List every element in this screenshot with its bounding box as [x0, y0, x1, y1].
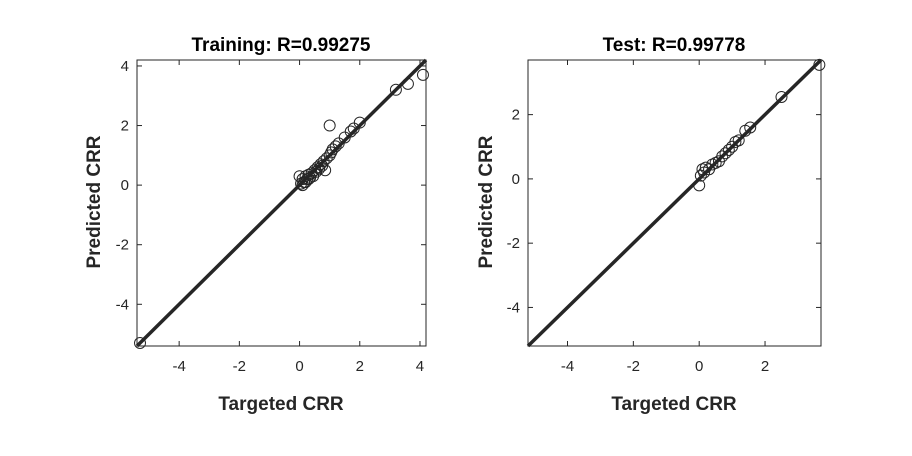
training-xtick-label-3: 2: [356, 358, 364, 375]
training-point-32: [353, 116, 366, 129]
training-title: Training: R=0.99275: [192, 35, 371, 56]
training-point-0: [134, 337, 147, 350]
test-ylabel: Predicted CRR: [476, 135, 497, 268]
test-plot: Test: R=0.99778 Targeted CRR Predicted C…: [476, 35, 826, 415]
training-ytick-label-1: -2: [116, 237, 129, 254]
test-xtick-label-3: 2: [761, 358, 769, 375]
test-ytick-label-1: -2: [507, 235, 520, 252]
training-ytick-label-0: -4: [116, 296, 129, 313]
training-point-27: [296, 179, 309, 192]
test-ytick-label-3: 2: [512, 107, 520, 124]
training-fit-line: [135, 58, 428, 348]
training-ytick-label-4: 4: [121, 58, 129, 75]
training-ytick-label-2: 0: [121, 177, 129, 194]
training-point-28: [323, 119, 336, 132]
test-xlabel: Targeted CRR: [611, 394, 737, 415]
test-point-16: [744, 121, 757, 134]
test-point-17: [775, 90, 788, 103]
test-xtick-label-1: -2: [627, 358, 640, 375]
test-title: Test: R=0.99778: [603, 35, 746, 56]
test-ytick-label-2: 0: [512, 171, 520, 188]
training-ylabel: Predicted CRR: [84, 135, 105, 268]
training-point-30: [344, 125, 357, 138]
training-point-21: [325, 146, 338, 159]
training-ytick-label-3: 2: [121, 118, 129, 135]
test-point-18: [813, 58, 826, 71]
training-point-35: [416, 68, 429, 81]
test-point-14: [732, 134, 745, 147]
test-point-9: [716, 150, 729, 163]
training-point-33: [389, 83, 402, 96]
test-fit-line: [526, 58, 823, 348]
test-ytick-label-0: -4: [507, 299, 520, 316]
test-point-10: [719, 147, 732, 160]
test-point-0: [693, 179, 706, 192]
test-point-11: [722, 143, 735, 156]
test-xtick-label-2: 0: [695, 358, 703, 375]
training-point-20: [323, 149, 336, 162]
training-xlabel: Targeted CRR: [218, 394, 344, 415]
training-point-23: [329, 140, 342, 153]
training-xtick-label-4: 4: [416, 358, 424, 375]
training-xtick-label-1: -2: [233, 358, 246, 375]
training-point-25: [299, 176, 312, 189]
test-xtick-label-0: -4: [561, 358, 574, 375]
training-plot: Training: R=0.99275 Targeted CRR Predict…: [84, 35, 429, 415]
training-xtick-label-0: -4: [172, 358, 185, 375]
training-point-18: [319, 164, 332, 177]
training-point-34: [401, 77, 414, 90]
training-point-19: [320, 152, 333, 165]
training-xtick-label-2: 0: [295, 358, 303, 375]
